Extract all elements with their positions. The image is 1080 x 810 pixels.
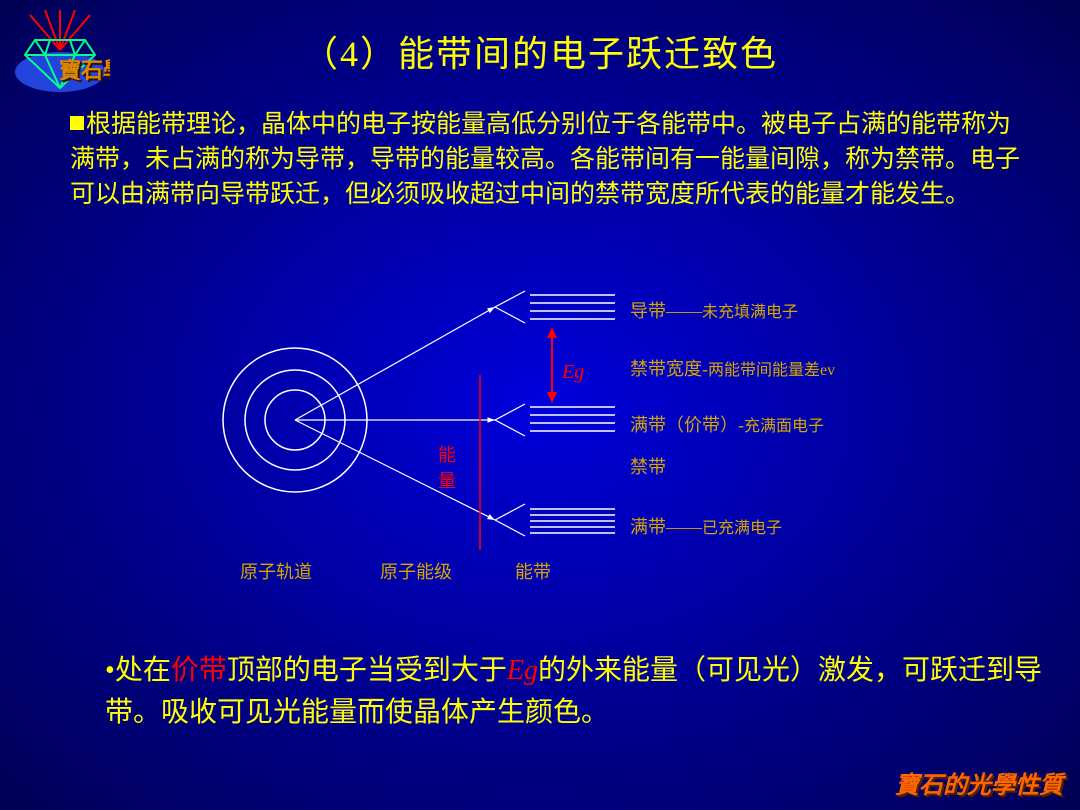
bullet-dot: • xyxy=(105,655,115,686)
label-eg: Eg xyxy=(562,361,584,384)
label-energy-band: 能带 xyxy=(515,558,551,584)
label-atomic-orbit: 原子轨道 xyxy=(240,558,312,584)
logo-rays xyxy=(30,10,90,50)
paragraph-text: 根据能带理论，晶体中的电子按能量高低分别位于各能带中。被电子占满的能带称为满带，… xyxy=(70,111,1020,208)
label-full-band: 满带——已充满电子 xyxy=(630,513,782,539)
label-forbidden-band: 禁带 xyxy=(630,453,666,479)
label-valence-band: 满带（价带）-充满面电子 xyxy=(630,411,824,437)
footer: 寶石的光學性質 寶石的光學性質 xyxy=(897,767,1065,802)
band-diagram: 导带——未充填满电子 禁带宽度-两能带间能量差ev 满带（价带）-充满面电子 禁… xyxy=(180,275,910,605)
bottom-paragraph: •处在价带顶部的电子当受到大于Eg的外来能量（可见光）激发，可跃迁到导带。吸收可… xyxy=(105,650,1080,734)
bullet-square-icon xyxy=(70,116,84,130)
label-gap-width: 禁带宽度-两能带间能量差ev xyxy=(630,355,835,381)
label-atomic-level: 原子能级 xyxy=(380,558,452,584)
highlight-valence: 价带 xyxy=(171,655,227,686)
label-conduction-band: 导带——未充填满电子 xyxy=(630,297,798,323)
label-energy: 能量 xyxy=(438,441,458,493)
main-paragraph: 根据能带理论，晶体中的电子按能量高低分别位于各能带中。被电子占满的能带称为满带，… xyxy=(0,77,1080,212)
slide-title: （4）能带间的电子跃迁致色 xyxy=(0,0,1080,77)
highlight-eg: Eg xyxy=(507,655,538,686)
diagram-svg xyxy=(180,275,910,605)
